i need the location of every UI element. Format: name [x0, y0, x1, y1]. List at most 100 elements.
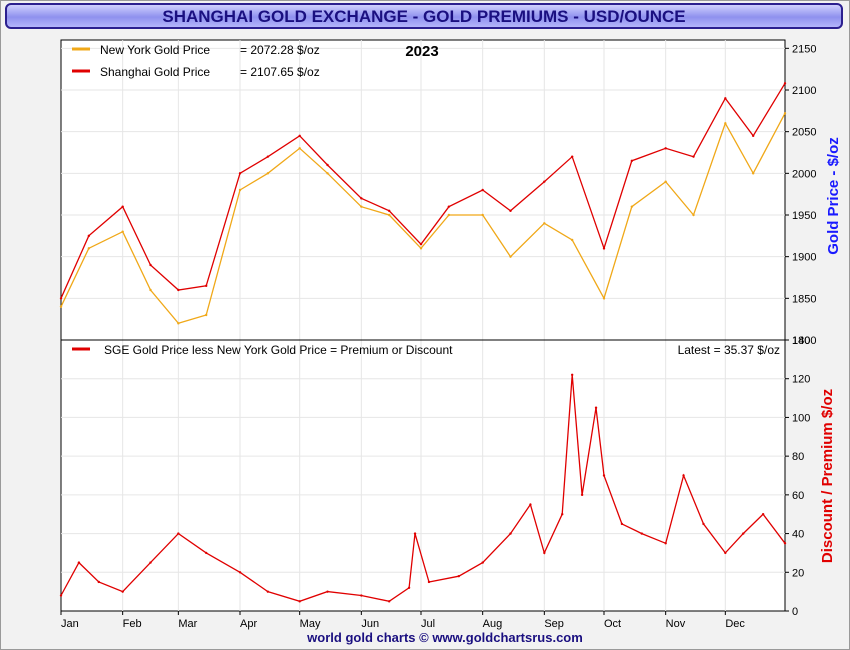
month-label: Feb [123, 618, 142, 630]
top-series-1-point [692, 155, 695, 158]
top-series-0-point [121, 230, 124, 233]
top-series-1-point [481, 188, 484, 192]
top-series-0-point [177, 322, 180, 325]
bottom-series-0-point [97, 580, 100, 584]
bottom-series-0-point [204, 551, 208, 555]
top-series-1-point [783, 82, 787, 85]
bottom-series-0-point [326, 590, 329, 593]
bottom-series-0-point [481, 561, 484, 564]
bottom-series-0-point [413, 532, 417, 535]
top-series-0-point [59, 305, 63, 308]
bottom-series-0-point [561, 513, 564, 516]
bottom-series-0-point [761, 513, 765, 516]
bottom-series-0-point [177, 532, 180, 535]
top-ytick-label: 1950 [792, 210, 816, 222]
top-series-1-point [724, 97, 727, 100]
top-series-0-point [360, 205, 363, 208]
month-label: Sep [544, 618, 564, 630]
bottom-ytick-label: 80 [792, 451, 804, 463]
top-series-1-point [204, 284, 208, 288]
top-series-0-point [447, 213, 451, 217]
month-label: Jun [361, 618, 379, 630]
top-series-0-point [724, 122, 727, 125]
top-series-1-point [419, 242, 423, 246]
month-label: Oct [604, 618, 621, 630]
top-series-1-point [87, 234, 91, 238]
month-label: Jul [421, 618, 435, 630]
month-label: May [300, 618, 321, 630]
top-series-0-point [570, 238, 574, 242]
month-label: Apr [240, 618, 257, 630]
top-series-1-point [602, 247, 606, 250]
top-series-0-point [298, 147, 301, 150]
top-series-0-point [149, 288, 152, 292]
top-series-0-point [602, 297, 606, 300]
bottom-series-0-point [602, 474, 606, 477]
top-series-0-point [204, 313, 208, 317]
bottom-series-0-point [509, 532, 512, 535]
top-ytick-label: 2150 [792, 43, 816, 55]
top-series-1-point [664, 147, 667, 150]
top-series-0-point [419, 247, 423, 250]
bottom-series-0-point [407, 586, 411, 589]
bottom-series-0-point [298, 600, 301, 603]
top-ytick-label: 1850 [792, 293, 816, 305]
top-ytick-label: 1800 [792, 335, 816, 347]
top-series-1-point [298, 134, 301, 138]
top-series-1-point [360, 197, 363, 200]
bottom-series-0-point [594, 406, 598, 409]
bottom-series-0-point [121, 590, 124, 593]
bottom-series-0-point [783, 542, 787, 545]
bottom-ytick-label: 120 [792, 374, 810, 386]
top-ytick-label: 2100 [792, 85, 816, 97]
premium-subtitle: SGE Gold Price less New York Gold Price … [104, 343, 453, 357]
top-series-0-point [751, 172, 755, 175]
series-top [59, 82, 787, 325]
bottom-ytick-label: 40 [792, 529, 804, 541]
top-ytick-label: 2050 [792, 127, 816, 139]
top-series-0-point [664, 180, 667, 183]
bottom-series-0-point [59, 594, 63, 597]
month-label: Aug [483, 618, 503, 630]
top-series-0-point [326, 172, 329, 175]
month-label: Dec [725, 618, 745, 630]
month-label: Jan [61, 618, 79, 630]
top-series-0-point [87, 247, 91, 250]
top-ytick-label: 2000 [792, 168, 816, 180]
bottom-series-0-point [457, 574, 461, 578]
title-banner: SHANGHAI GOLD EXCHANGE - GOLD PREMIUMS -… [5, 3, 843, 29]
year-label: 2023 [405, 43, 438, 60]
bottom-series-0-point [77, 561, 81, 564]
top-ytick-label: 1900 [792, 252, 816, 264]
top-series-0-point [509, 255, 512, 258]
top-series-1-point [447, 205, 451, 208]
top-series-0-point [783, 112, 787, 115]
axis-ticks: Jan Feb Mar Apr May Jun Jul Aug Sep Oct Nov Dec 1800… [60, 43, 816, 630]
top-series-0-point [692, 213, 695, 217]
top-series-0-point [543, 222, 546, 225]
bottom-axis-title: Discount / Premium $/oz [819, 389, 836, 563]
legend-ny-value: = 2072.28 $/oz [240, 43, 320, 57]
bottom-series-0-point [543, 551, 546, 555]
top-series-1-point [751, 134, 755, 138]
legend-sge-value: = 2107.65 $/oz [240, 65, 320, 79]
month-label: Mar [178, 618, 197, 630]
top-series-1-point [509, 209, 512, 213]
bottom-series-0-point [570, 373, 574, 377]
bottom-ytick-label: 140 [792, 335, 810, 347]
month-label: Nov [666, 618, 686, 630]
top-series-1-point [543, 180, 546, 183]
latest-premium-label: Latest = 35.37 $/oz [678, 343, 780, 357]
top-series-1-point [387, 209, 391, 213]
top-series-1-point [149, 263, 152, 267]
bottom-series-0-point [580, 493, 584, 497]
top-axis-title: Gold Price - $/oz [825, 137, 842, 255]
grid-top [61, 40, 785, 340]
bottom-series-0-point [742, 532, 745, 535]
bottom-series-0-point [620, 522, 624, 526]
footer-credit: world gold charts © www.goldchartsrus.co… [306, 630, 583, 645]
series-bottom [59, 373, 787, 603]
top-series-1-point [266, 155, 270, 158]
bottom-series-0-point [529, 503, 532, 506]
